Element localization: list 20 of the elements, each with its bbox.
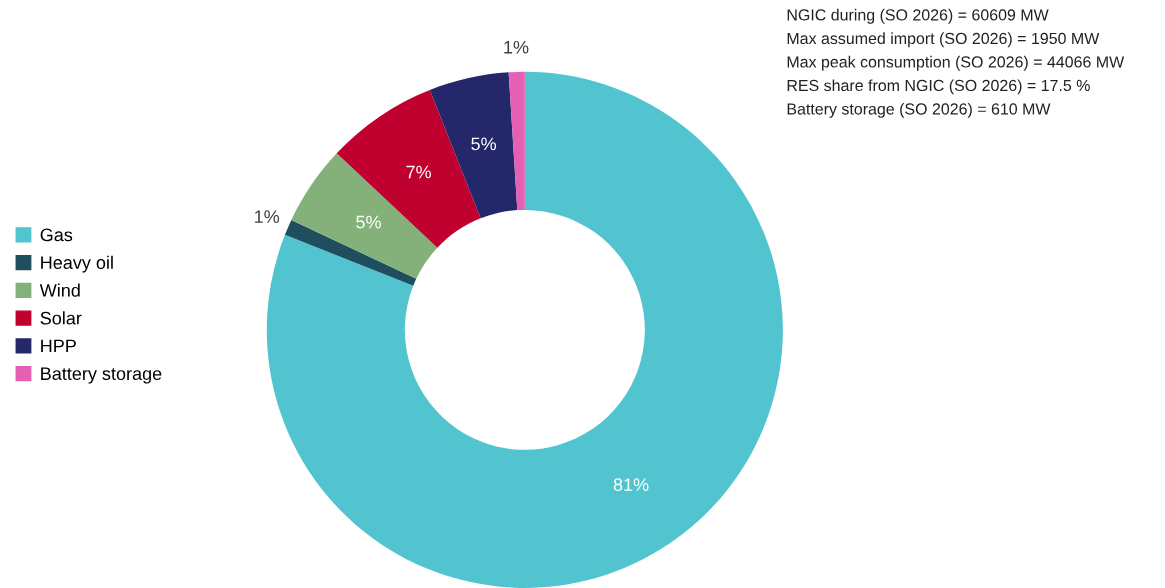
text: Max assumed import (SO 2026) = 1950 MW: [787, 32, 1100, 48]
text: RES share from NGIC (SO 2026) = 17.5 %: [787, 79, 1090, 95]
data-label: 5%: [471, 137, 496, 151]
legend-label: Solar: [40, 311, 82, 325]
donut-slice: [429, 72, 518, 219]
legend-label: Gas: [40, 228, 73, 242]
legend-label: HPP: [41, 339, 76, 353]
data-label: 1%: [504, 40, 529, 54]
data-label: 7%: [406, 165, 431, 179]
legend-label: Wind: [39, 283, 80, 297]
data-label: 1%: [255, 210, 280, 223]
text: NGIC during (SO 2026) = 60609 MW: [787, 8, 1049, 24]
donut-slice: [291, 153, 438, 279]
text: Max peak consumption (SO 2026) = 44066 MW: [787, 55, 1125, 71]
legend-label: Battery storage: [41, 367, 162, 384]
text: Battery storage (SO 2026) = 610 MW: [787, 102, 1051, 118]
legend-label: Heavy oil: [41, 255, 113, 273]
data-label: 5%: [356, 215, 381, 229]
data-label: 81%: [613, 478, 649, 492]
donut-slice: [508, 71, 525, 211]
